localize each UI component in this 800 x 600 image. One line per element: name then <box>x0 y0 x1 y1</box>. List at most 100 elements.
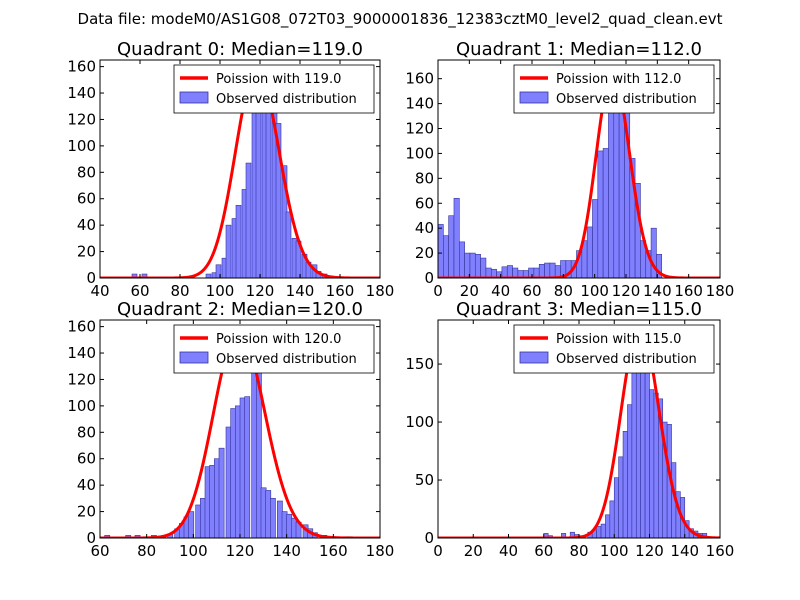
legend-line-label: Poission with 112.0 <box>556 72 681 87</box>
legend: Poission with 119.0 Observed distribution <box>173 64 375 114</box>
x-tick-label: 80 <box>137 542 156 560</box>
legend-box <box>173 324 375 374</box>
x-tick-label: 100 <box>179 542 208 560</box>
legend: Poission with 120.0 Observed distribution <box>173 324 375 374</box>
x-tick-label: 180 <box>706 282 735 300</box>
y-tick-label: 140 <box>405 95 434 113</box>
histogram-bar <box>597 150 604 278</box>
histogram-bar <box>474 254 481 278</box>
histogram-bar <box>605 514 611 538</box>
histogram-bar <box>200 498 206 538</box>
histogram-bar <box>131 273 138 278</box>
legend-bar-swatch <box>179 351 209 364</box>
histogram-bar <box>602 148 609 278</box>
x-tick-label: 40 <box>90 282 109 300</box>
panel-quadrant-1: Quadrant 1: Median=112.0 0 20 40 60 80 100 120… <box>405 39 734 300</box>
histogram-bar <box>453 197 460 278</box>
panel-title: Quadrant 2: Median=120.0 <box>117 299 363 320</box>
x-tick-label: 60 <box>534 542 553 560</box>
histogram-bar <box>225 426 232 538</box>
y-tick-label: 40 <box>415 219 434 237</box>
y-tick-label: 20 <box>415 244 434 262</box>
histogram-bar <box>618 456 624 538</box>
histogram-bar <box>600 523 606 538</box>
histogram-bar <box>544 262 551 278</box>
histogram-bar <box>225 224 232 278</box>
histogram-bar <box>275 123 282 278</box>
histogram-bar <box>649 389 655 538</box>
y-tick-label: 80 <box>77 163 96 181</box>
histogram-bar <box>469 252 476 278</box>
histogram-bar <box>631 363 637 538</box>
histogram-bar <box>501 266 508 278</box>
legend-bar-label: Observed distribution <box>556 352 697 367</box>
y-tick-label: 140 <box>67 84 96 102</box>
x-tick-label: 80 <box>569 542 588 560</box>
x-tick-label: 120 <box>635 542 664 560</box>
y-tick-label: 40 <box>77 476 96 494</box>
y-tick-label: 0 <box>424 269 434 287</box>
histogram-bar <box>622 431 628 538</box>
legend-box <box>513 324 715 374</box>
y-tick-label: 0 <box>86 529 96 547</box>
histogram-bar <box>650 227 657 278</box>
legend-bar-swatch <box>519 351 549 364</box>
x-tick-label: 160 <box>326 282 355 300</box>
y-tick-label: 50 <box>415 471 434 489</box>
legend-bar-swatch <box>179 91 209 104</box>
histogram-bar <box>230 408 237 538</box>
histogram-bar <box>286 513 293 538</box>
histogram-bar <box>235 405 241 538</box>
y-tick-label: 120 <box>67 110 96 128</box>
x-tick-label: 0 <box>433 282 443 300</box>
histogram-bar <box>235 205 242 278</box>
histogram-bar <box>204 466 211 538</box>
x-tick-label: 20 <box>460 282 479 300</box>
y-tick-label: 0 <box>424 529 434 547</box>
x-tick-label: 80 <box>170 282 189 300</box>
y-tick-label: 20 <box>77 243 96 261</box>
histogram-bar <box>609 500 615 538</box>
y-tick-label: 0 <box>86 269 96 287</box>
poisson-curve <box>100 67 380 278</box>
legend: Poission with 115.0 Observed distribution <box>513 324 715 374</box>
x-tick-label: 40 <box>499 542 518 560</box>
x-tick-label: 120 <box>612 282 641 300</box>
histogram-bar <box>265 101 272 278</box>
x-tick-label: 120 <box>246 282 275 300</box>
histogram-bar <box>291 517 297 538</box>
legend-bar-swatch <box>519 91 549 104</box>
histogram-bar <box>265 490 272 538</box>
x-tick-label: 60 <box>522 282 541 300</box>
x-tick-label: 20 <box>464 542 483 560</box>
y-tick-label: 140 <box>67 344 96 362</box>
histogram-bars <box>104 369 353 538</box>
histogram-bar <box>627 404 633 538</box>
histogram-bar <box>251 369 258 538</box>
histogram-bar <box>214 458 220 538</box>
panel-title: Quadrant 1: Median=112.0 <box>456 39 702 60</box>
axes-frame <box>99 59 381 279</box>
histogram-bar <box>205 273 212 278</box>
x-tick-label: 100 <box>580 282 609 300</box>
x-tick-label: 60 <box>90 542 109 560</box>
axes-frame <box>437 59 721 279</box>
panel-title: Quadrant 0: Median=119.0 <box>117 39 363 60</box>
x-tick-label: 140 <box>286 282 315 300</box>
legend-line-label: Poission with 119.0 <box>216 72 341 87</box>
x-tick-label: 160 <box>674 282 703 300</box>
histogram-bar <box>195 504 202 538</box>
histogram-bar <box>141 273 148 278</box>
histogram-bar <box>586 226 593 278</box>
y-tick-label: 160 <box>67 58 96 76</box>
histogram-bar <box>506 265 513 278</box>
x-tick-label: 140 <box>643 282 672 300</box>
y-tick-label: 80 <box>415 169 434 187</box>
y-tick-label: 60 <box>77 450 96 468</box>
histogram-bar <box>285 211 292 278</box>
x-tick-label: 0 <box>433 542 443 560</box>
histogram-bar <box>260 487 267 538</box>
histogram-bar <box>218 447 225 538</box>
panel-title: Quadrant 3: Median=115.0 <box>456 299 702 320</box>
y-tick-label: 40 <box>77 216 96 234</box>
